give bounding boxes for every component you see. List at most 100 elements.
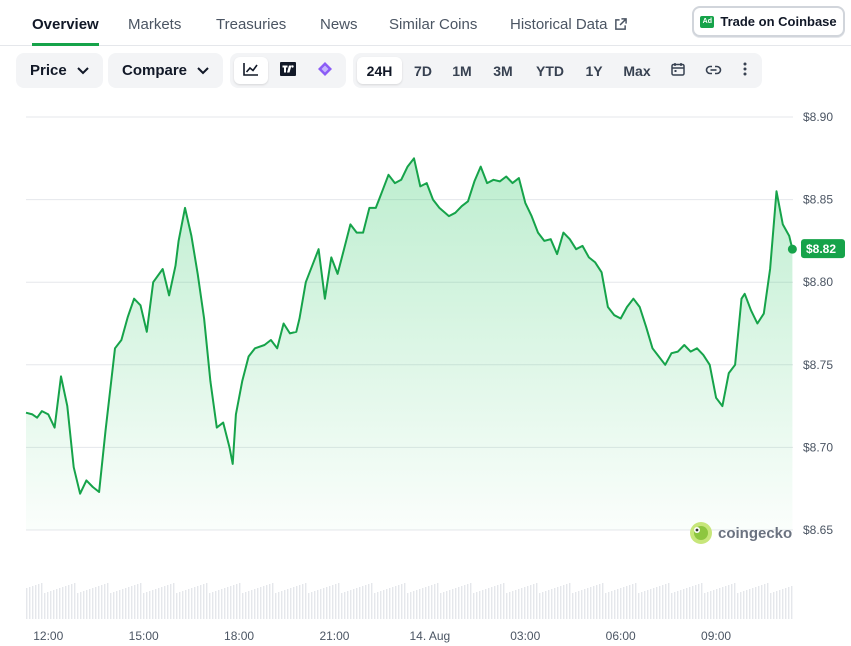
volume-bar [74,583,76,619]
volume-bar [524,587,526,619]
link-icon [705,63,722,79]
tab-overview[interactable]: Overview [32,0,99,46]
volume-bar [308,593,310,619]
trade-on-coinbase-button[interactable]: Ad Trade on Coinbase [692,6,845,37]
volume-bar [482,590,484,619]
volume-bar [50,591,52,619]
volume-bar [539,593,541,619]
tab-markets[interactable]: Markets [128,16,182,33]
volume-bar [320,589,322,619]
volume-bars [26,583,793,619]
volume-bar [353,589,355,619]
line-chart-button[interactable] [234,57,268,84]
volume-bar [29,587,31,619]
volume-bar [257,588,259,619]
volume-bar [602,583,604,619]
volume-bar [689,587,691,619]
range-24h-button[interactable]: 24H [357,57,402,84]
compare-dropdown[interactable]: Compare [108,53,224,88]
volume-bar [296,586,298,619]
volume-bar [299,585,301,619]
calendar-button[interactable] [664,57,692,84]
volume-bar [122,589,124,619]
x-axis-labels: 12:00 15:00 18:00 21:00 14. Aug 03:00 06:00 09:… [33,629,731,643]
tradingview-button[interactable] [271,57,305,84]
tab-historical-data[interactable]: Historical Data [510,0,627,46]
volume-bar [77,593,79,619]
current-price-tag-bg [801,239,845,259]
chart-type-group [230,53,346,88]
range-1m-button[interactable]: 1M [452,62,472,79]
volume-bar [239,583,241,619]
current-price-tag: $8.82 [801,239,845,259]
diamond-icon [317,61,333,80]
volume-bar [236,584,238,619]
volume-bar [143,593,145,619]
volume-bar [59,588,61,619]
volume-bar [770,593,772,619]
volume-bar [527,586,529,619]
y-tick-label: $8.80 [803,275,833,289]
volume-bar [530,585,532,619]
volume-bar [368,584,370,619]
volume-bar [692,586,694,619]
volume-bar [479,591,481,619]
diamond-chart-button[interactable] [308,57,342,84]
volume-bar [656,587,658,619]
volume-bar [464,585,466,619]
volume-bar [95,587,97,619]
volume-bar [668,583,670,619]
volume-bar [224,588,226,619]
volume-bar [323,588,325,619]
volume-bar [749,589,751,619]
range-7d-button[interactable]: 7D [414,62,432,79]
range-1y-button[interactable]: 1Y [585,62,603,79]
volume-bar [221,589,223,619]
volume-bar [632,584,634,619]
volume-bar [758,586,760,619]
volume-bar [410,592,412,619]
volume-bar [389,588,391,619]
volume-bar [512,591,514,619]
volume-bar [503,583,505,619]
volume-bar [587,588,589,619]
price-dropdown[interactable]: Price [16,53,103,88]
ad-badge: Ad [700,15,715,28]
y-tick-label: $8.90 [803,110,833,124]
volume-bar [728,585,730,619]
volume-bar [209,593,211,619]
price-chart[interactable]: $8.90 $8.85 $8.80 $8.75 $8.70 $8.65 12:00 15:0… [0,95,851,646]
range-ytd-button[interactable]: YTD [536,62,564,79]
share-link-button[interactable] [699,57,727,84]
volume-bar [362,586,364,619]
volume-bar [293,587,295,619]
volume-bar [338,583,340,619]
volume-bar [515,590,517,619]
volume-bar [434,584,436,619]
volume-bar [698,584,700,619]
volume-bar [68,585,70,619]
chevron-down-icon [197,62,209,79]
tab-similar-coins[interactable]: Similar Coins [389,16,478,33]
volume-bar [431,585,433,619]
more-options-button[interactable] [733,57,757,84]
range-max-button[interactable]: Max [623,62,651,79]
volume-bar [254,589,256,619]
volume-bar [641,592,643,619]
volume-bar [557,587,559,619]
range-3m-button[interactable]: 3M [493,62,513,79]
tab-treasuries[interactable]: Treasuries [216,16,287,33]
volume-bar [626,586,628,619]
volume-bar [680,590,682,619]
volume-bar [428,586,430,619]
x-tick-label: 06:00 [606,629,636,643]
volume-bar [614,590,616,619]
tab-news[interactable]: News [320,16,358,33]
more-vertical-icon [743,62,747,79]
volume-bar [713,590,715,619]
volume-bar [677,591,679,619]
volume-bar [266,585,268,619]
volume-bar [314,591,316,619]
volume-bar [134,585,136,619]
volume-bar [212,592,214,619]
